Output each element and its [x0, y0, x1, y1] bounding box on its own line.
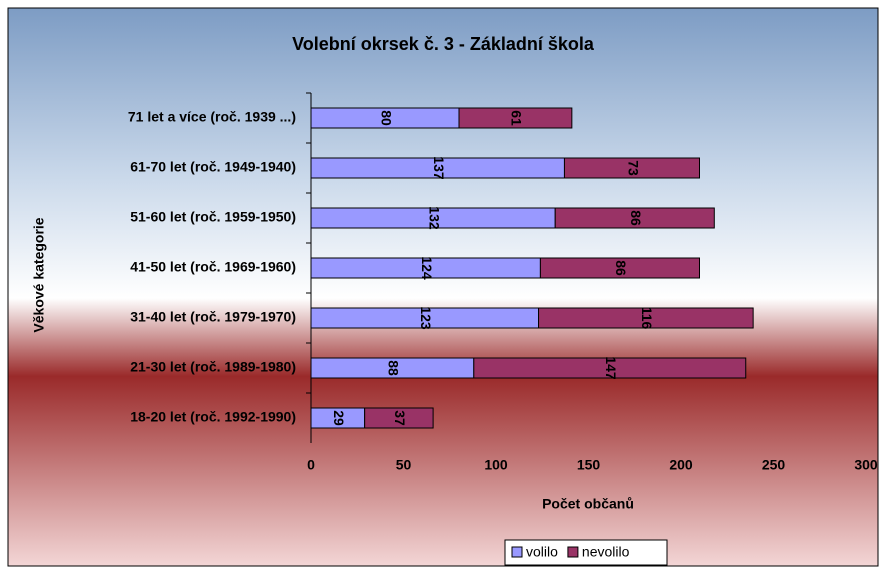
data-label: 88: [386, 360, 402, 376]
legend-swatch: [567, 546, 579, 558]
x-tick-label: 300: [854, 457, 878, 473]
legend-label: nevolilo: [582, 544, 630, 560]
legend-label: volilo: [526, 544, 558, 560]
data-label: 116: [639, 307, 655, 330]
y-tick-label: 41-50 let (roč. 1969-1960): [130, 259, 296, 275]
y-tick-label: 18-20 let (roč. 1992-1990): [130, 409, 296, 425]
y-tick-label: 71 let a více (roč. 1939 ...): [128, 109, 296, 125]
bar-segment: [473, 357, 747, 379]
x-tick-label: 150: [577, 457, 601, 473]
y-axis-title: Věkové kategorie: [31, 217, 47, 332]
data-label: 73: [625, 160, 641, 176]
x-axis-title: Počet občanů: [542, 496, 634, 512]
chart-background: [7, 7, 879, 567]
data-label: 132: [426, 206, 442, 230]
data-label: 86: [628, 210, 644, 226]
x-tick-label: 250: [762, 457, 786, 473]
y-tick-label: 61-70 let (roč. 1949-1940): [130, 159, 296, 175]
legend-swatch: [511, 546, 523, 558]
bar-segment: [364, 407, 434, 429]
x-tick-label: 50: [396, 457, 412, 473]
bar-segment: [563, 157, 701, 179]
data-label: 147: [603, 356, 619, 380]
bar-segment: [458, 107, 573, 129]
data-label: 137: [431, 156, 447, 180]
legend-box: [504, 539, 668, 566]
bar-segment: [538, 307, 754, 329]
bar-segment: [554, 207, 715, 229]
data-label: 80: [378, 110, 394, 126]
y-tick-label: 21-30 let (roč. 1989-1980): [130, 359, 296, 375]
data-label: 123: [418, 306, 434, 330]
x-tick-label: 0: [307, 457, 315, 473]
bar-segment: [539, 257, 701, 279]
data-label: 86: [613, 260, 629, 276]
data-label: 124: [419, 256, 435, 280]
x-tick-label: 200: [669, 457, 693, 473]
data-label: 37: [392, 410, 408, 426]
data-label: 61: [509, 110, 525, 126]
chart-title: Volební okrsek č. 3 - Základní škola: [292, 34, 595, 54]
y-tick-label: 31-40 let (roč. 1979-1970): [130, 309, 296, 325]
y-tick-label: 51-60 let (roč. 1959-1950): [130, 209, 296, 225]
x-tick-label: 100: [484, 457, 508, 473]
data-label: 29: [331, 410, 347, 426]
